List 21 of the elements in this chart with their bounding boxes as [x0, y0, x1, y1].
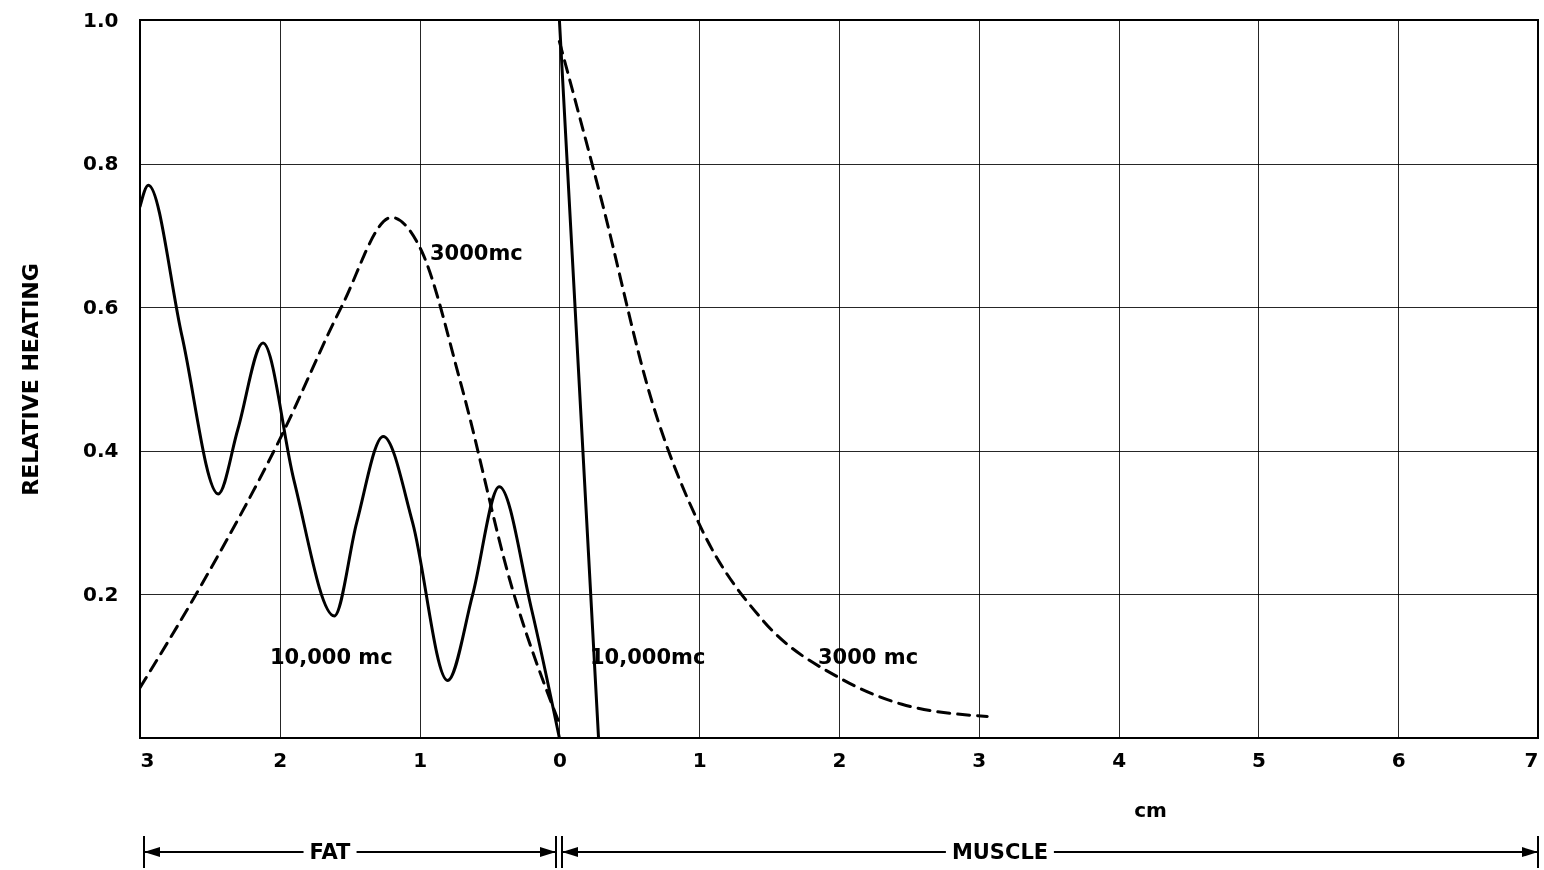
x-tick-label: 7: [1524, 747, 1539, 772]
x-axis-title: cm: [1134, 797, 1167, 822]
x-tick-label: 4: [1112, 747, 1127, 772]
y-tick-label: 0.6: [83, 294, 119, 319]
x-tick-label: 3: [140, 747, 155, 772]
text: MUSCLE: [945, 839, 1055, 864]
x-tick-label: 6: [1391, 747, 1406, 772]
x-tick-label: 3: [972, 747, 987, 772]
y-tick-label: 1.0: [83, 7, 119, 32]
text: FAT: [303, 839, 357, 864]
y-tick-label: 0.4: [83, 438, 119, 463]
x-tick-label: 0: [552, 747, 567, 772]
x-tick-label: 2: [273, 747, 288, 772]
y-tick-label: 0.8: [83, 151, 119, 176]
y-tick-label: 0.2: [83, 581, 119, 606]
x-tick-label: 1: [413, 747, 428, 772]
x-tick-label: 5: [1251, 747, 1266, 772]
y-axis-title: RELATIVE HEATING: [18, 263, 44, 496]
x-tick-label: 2: [832, 747, 847, 772]
annotation: 3000mc: [430, 240, 523, 265]
x-tick-label: 1: [692, 747, 707, 772]
